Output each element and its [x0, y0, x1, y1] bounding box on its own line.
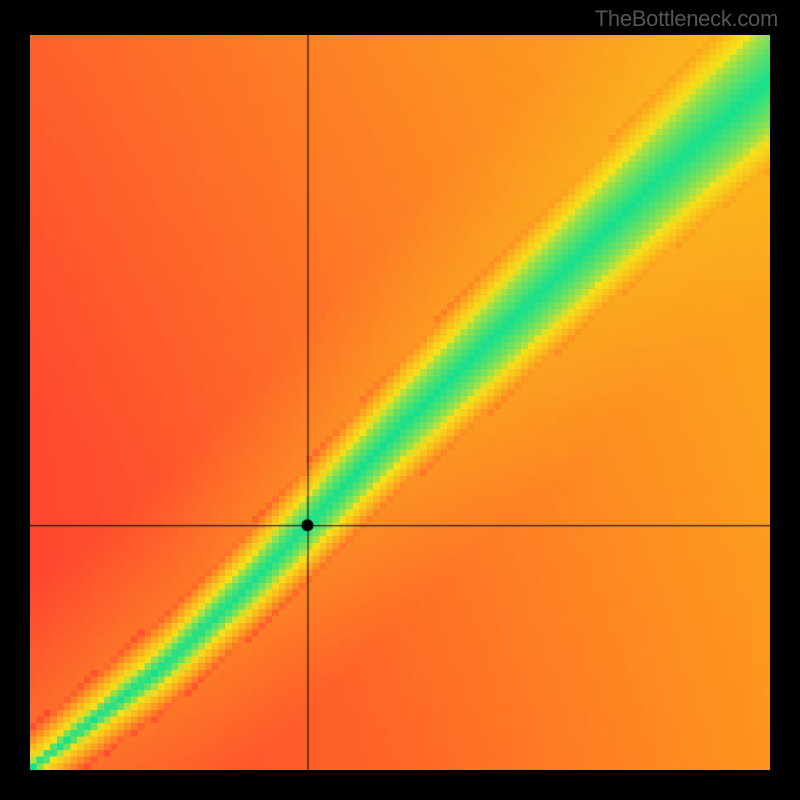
crosshair-overlay [30, 35, 770, 770]
watermark-label: TheBottleneck.com [595, 6, 778, 32]
bottleneck-chart: TheBottleneck.com [0, 0, 800, 800]
